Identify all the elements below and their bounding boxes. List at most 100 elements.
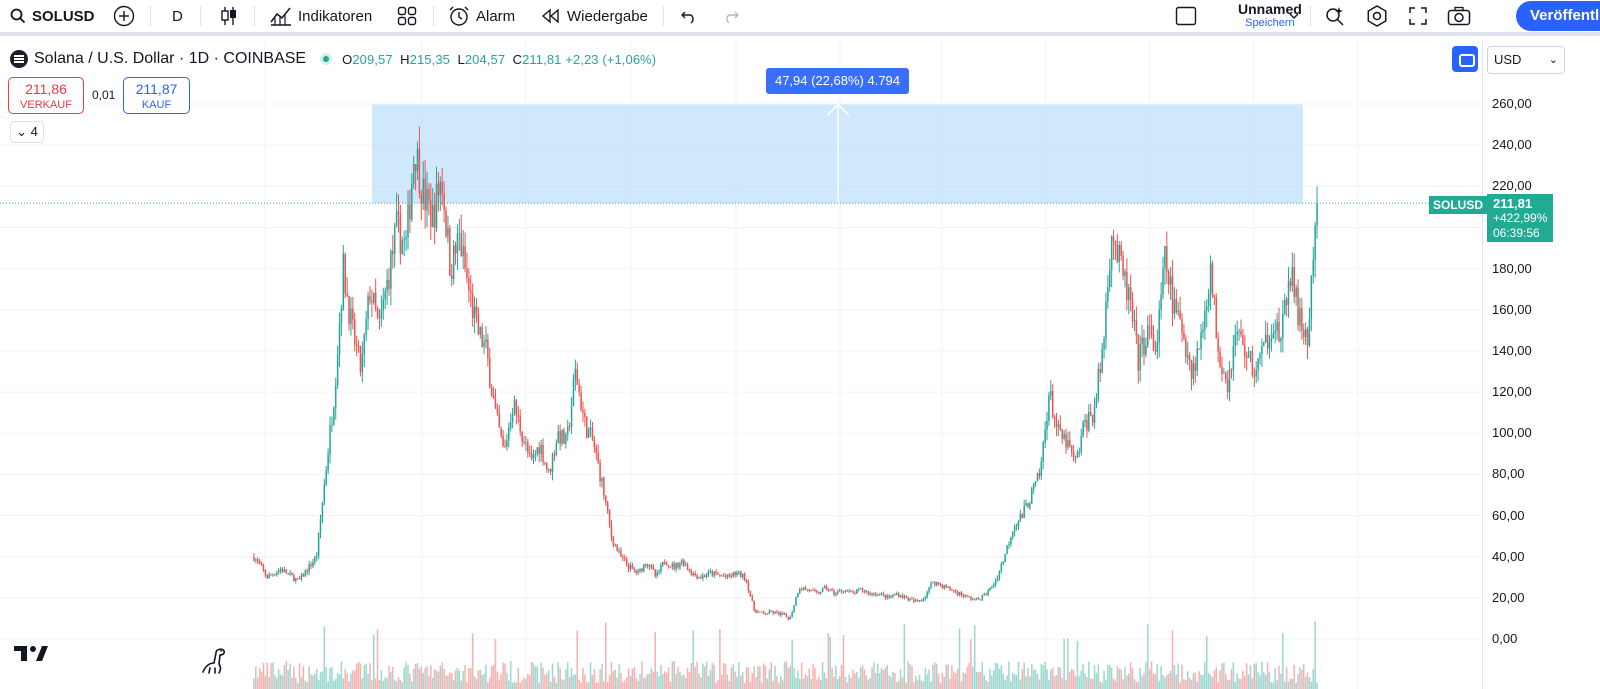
volume-bar (409, 673, 411, 689)
volume-bar (401, 682, 404, 689)
chart-type-button[interactable] (219, 0, 239, 32)
volume-bar (1293, 664, 1295, 689)
candle-body (856, 589, 858, 594)
tradingview-logo[interactable] (14, 644, 48, 662)
volume-bar (279, 674, 282, 689)
volume-bar (791, 639, 793, 689)
candle-body (430, 200, 432, 227)
volume-bar (272, 662, 274, 689)
solana-logo-icon (10, 50, 28, 68)
replay-button[interactable]: Wiedergabe (541, 0, 648, 32)
volume-bar (403, 666, 405, 689)
snapshot-button[interactable] (1447, 0, 1471, 32)
volume-bar (1302, 663, 1305, 689)
multi-layout-button[interactable] (1175, 0, 1197, 32)
volume-bar (1160, 666, 1162, 689)
change-value: +2,23 (+1,06%) (565, 51, 657, 67)
quick-search-button[interactable] (1324, 0, 1346, 32)
candle-body (1158, 309, 1160, 343)
volume-bar (452, 680, 455, 689)
volume-bar (283, 664, 286, 689)
candle-body (1196, 348, 1198, 371)
volume-bar (867, 679, 869, 689)
volume-bar (458, 670, 461, 689)
volume-bar (842, 634, 845, 689)
candle-body (1082, 422, 1084, 437)
candle-body (913, 599, 915, 602)
volume-bar (722, 662, 725, 689)
layout-menu-button[interactable] (1288, 0, 1300, 32)
volume-bar (361, 678, 364, 689)
alarm-button[interactable]: Alarm (448, 0, 515, 32)
measure-tool-label[interactable]: 47,94 (22,68%) 4.794 (766, 68, 909, 94)
candle-body (1131, 300, 1134, 322)
candle-body (1093, 405, 1096, 423)
bar-countdown: 06:39:56 (1493, 226, 1540, 240)
symbol-search-button[interactable]: SOLUSD (10, 0, 95, 32)
volume-bar (523, 677, 525, 689)
compare-symbol-button[interactable] (113, 0, 135, 32)
close-key: C (512, 51, 523, 67)
redo-button[interactable] (722, 0, 740, 32)
price-axis-label: 60,00 (1492, 507, 1525, 523)
redo-icon (726, 11, 739, 24)
volume-bar (576, 630, 579, 689)
layout-name-button[interactable]: Unnamed Speichern (1238, 2, 1302, 30)
candle-body (1148, 325, 1151, 327)
volume-bar (1310, 681, 1313, 689)
volume-bar (1253, 663, 1256, 689)
volume-bar (698, 673, 700, 689)
volume-bar (353, 670, 356, 689)
collapse-indicators-button[interactable]: ⌄ 4 (10, 121, 44, 143)
volume-bar (688, 672, 691, 689)
volume-bar (485, 664, 487, 689)
auto-scale-button[interactable] (1452, 46, 1478, 72)
volume-bar (776, 675, 778, 689)
volume-bar (1314, 621, 1316, 689)
measure-arrow-head (826, 103, 850, 117)
open-key: O (342, 51, 353, 67)
candle-body (277, 570, 280, 573)
volume-bar (1308, 677, 1311, 689)
candle-body (1152, 334, 1155, 350)
indicators-button[interactable]: Indikatoren (270, 0, 372, 32)
candle-body (757, 611, 759, 613)
fullscreen-button[interactable] (1408, 0, 1428, 32)
volume-bar (513, 681, 516, 689)
volume-bar (603, 680, 605, 689)
interval-button[interactable]: D (172, 0, 183, 32)
volume-bar (934, 662, 936, 689)
volume-bar (848, 674, 850, 689)
layout-templates-button[interactable] (397, 0, 417, 32)
candle-body (306, 570, 308, 572)
buy-button[interactable]: 211,87 KAUF (123, 77, 190, 114)
candle-body (603, 477, 605, 496)
volume-bar (1200, 674, 1202, 689)
candle-body (1029, 503, 1031, 508)
undo-button[interactable] (680, 0, 698, 32)
volume-bar (475, 678, 478, 689)
volume-bar (329, 668, 331, 689)
dinosaur-icon[interactable] (200, 645, 230, 675)
price-axis-label: 40,00 (1492, 548, 1525, 564)
candle-body (431, 204, 434, 227)
settings-button[interactable] (1366, 0, 1388, 32)
volume-bar (700, 677, 702, 689)
volume-bar (570, 668, 573, 689)
candle-body (418, 148, 421, 194)
volume-bar (342, 678, 345, 689)
gear-icon (1367, 5, 1387, 27)
volume-bar (363, 665, 366, 689)
candle-body (709, 571, 712, 573)
volume-bar (1228, 680, 1231, 689)
price-chart[interactable] (0, 40, 1600, 689)
symbol-title[interactable]: Solana / U.S. Dollar · 1D · COINBASE (34, 50, 307, 67)
volume-bar (578, 679, 580, 689)
alarm-label: Alarm (476, 7, 516, 25)
currency-select[interactable]: USD ⌄ (1487, 46, 1565, 74)
sell-button[interactable]: 211,86 VERKAUF (8, 77, 84, 114)
candle-body (1008, 544, 1010, 546)
publish-button[interactable]: Veröffentl (1516, 1, 1600, 31)
candle-body (298, 578, 301, 580)
candle-body (426, 188, 428, 211)
